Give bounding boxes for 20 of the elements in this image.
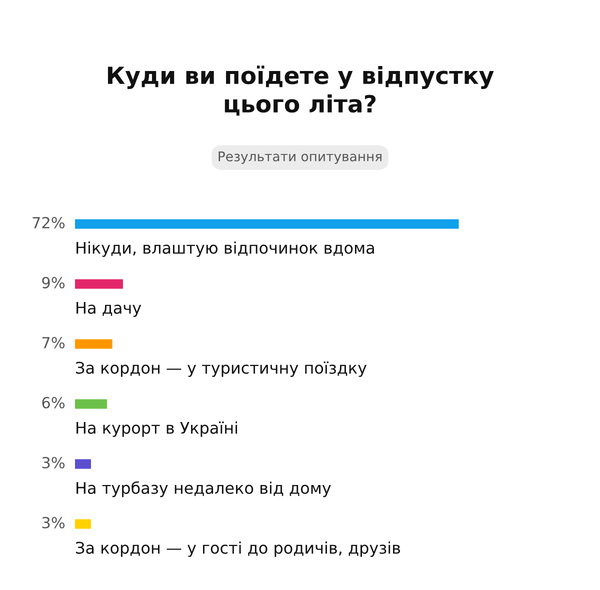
chart-subtitle: Результати опитування [218, 152, 382, 164]
y-tick-label: За кордон — у гості до родичів, друзів [76, 541, 400, 557]
data-label: 72% [32, 216, 65, 228]
y-tick-label: На курорт в Україні [76, 421, 238, 437]
data-label: 6% [42, 396, 65, 408]
data-label: 9% [42, 276, 65, 288]
y-tick-label: За кордон — у туристичну поїздку [76, 362, 367, 377]
chart-title: Куди ви поїдете у відпустку цього літа? [108, 66, 494, 116]
bar [75, 219, 459, 229]
bar [75, 459, 91, 469]
bar [75, 279, 123, 289]
bar [75, 339, 112, 349]
y-tick-label: На турбазу недалеко від дому [76, 481, 331, 498]
bar [75, 399, 107, 409]
y-tick-label: Нікуди, влаштую відпочинок вдома [76, 241, 374, 257]
y-tick-label: На дачу [76, 302, 142, 317]
data-label: 3% [42, 456, 65, 468]
data-label: 7% [42, 336, 65, 348]
bar [75, 519, 91, 529]
data-label: 3% [42, 516, 65, 528]
